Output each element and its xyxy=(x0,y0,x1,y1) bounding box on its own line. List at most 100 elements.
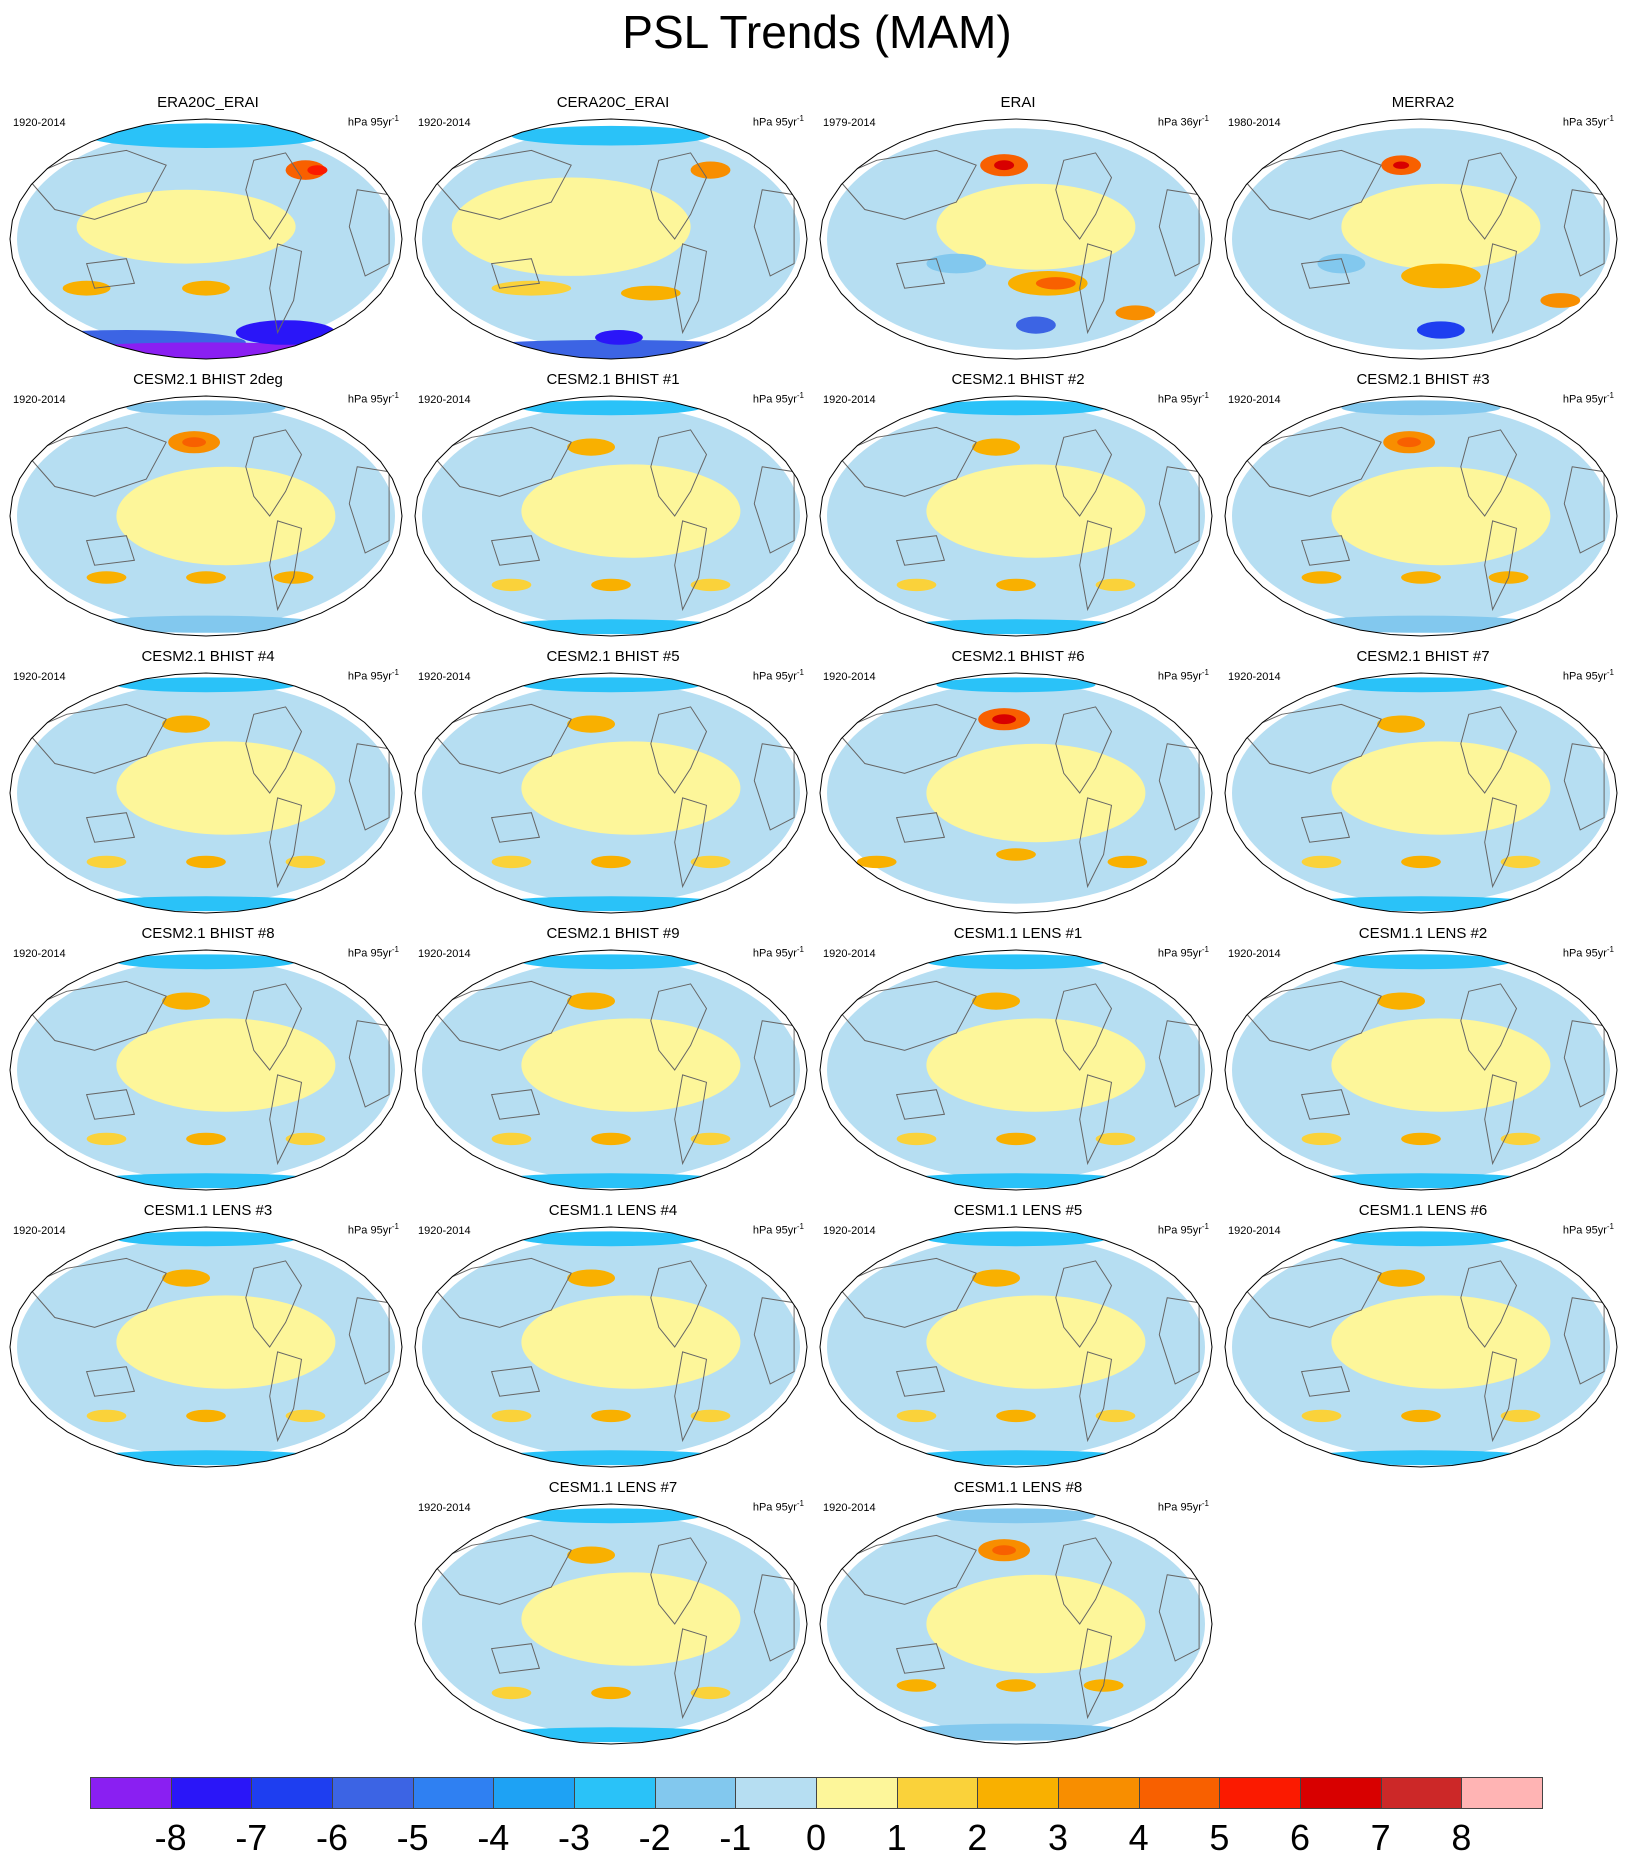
colorbar-box xyxy=(1461,1777,1543,1809)
trend-contour xyxy=(936,677,1096,693)
colorbar-box xyxy=(654,1777,737,1809)
continent-outline xyxy=(269,1074,303,1166)
trend-contour xyxy=(521,1572,741,1666)
trend-contour xyxy=(994,160,1015,171)
trend-contour xyxy=(996,578,1036,592)
trend-contour xyxy=(856,855,897,869)
map-plot xyxy=(819,118,1213,360)
trend-contour xyxy=(76,189,296,264)
panel-units-exponent: -1 xyxy=(391,668,399,677)
map-border xyxy=(9,118,403,360)
panel-title: CESM2.1 BHIST #1 xyxy=(546,371,680,388)
panel-years: 1920-2014 xyxy=(1228,671,1281,683)
panel-units-exponent: -1 xyxy=(1201,945,1209,954)
trend-contour xyxy=(1331,1018,1551,1112)
map-plot xyxy=(819,672,1213,914)
colorbar-label: 6 xyxy=(1289,1817,1311,1858)
trend-contour xyxy=(836,132,877,150)
trend-contour xyxy=(690,161,731,179)
continent-outline xyxy=(1563,743,1605,831)
continent-outline xyxy=(650,706,708,794)
panel-title: CESM1.1 LENS #6 xyxy=(1358,1202,1488,1219)
panel-units-text: hPa 95yr xyxy=(1157,1224,1202,1237)
panel-years: 1980-2014 xyxy=(1228,117,1281,129)
trend-contour xyxy=(186,571,226,584)
trend-contour xyxy=(896,578,937,592)
panel-years: 1920-2014 xyxy=(1228,948,1281,960)
map-panel: CERA20C_ERAI 1920-2014 hPa 95yr-1 xyxy=(410,94,816,360)
continent-outline xyxy=(1563,189,1605,277)
continent-outline xyxy=(1055,1537,1113,1625)
continent-outline xyxy=(1241,703,1382,774)
continent-outline xyxy=(269,1351,303,1443)
continent-outline xyxy=(245,983,303,1071)
continent-outline xyxy=(674,243,708,335)
map-panel: CESM2.1 BHIST #3 1920-2014 hPa 95yr-1 xyxy=(1220,371,1626,637)
continent-outline xyxy=(753,466,795,554)
trend-contour xyxy=(491,1173,731,1189)
trend-contour xyxy=(567,715,615,733)
continent-outline xyxy=(895,1366,946,1397)
trend-contour xyxy=(621,285,681,301)
map-plot xyxy=(9,1226,403,1468)
trend-contour xyxy=(567,992,615,1010)
continent-outline xyxy=(431,149,572,220)
trend-contour xyxy=(690,1132,731,1146)
continent-outline xyxy=(269,520,303,612)
trend-contour xyxy=(591,1132,631,1146)
map-plot xyxy=(1224,395,1618,637)
trend-contour xyxy=(116,677,296,693)
continent-outline xyxy=(1158,1574,1200,1662)
map-border xyxy=(819,1226,1213,1468)
trend-contour xyxy=(491,896,731,912)
trend-contour xyxy=(116,741,336,835)
panel-title: CERA20C_ERAI xyxy=(556,94,670,111)
map-border xyxy=(819,1503,1213,1745)
map-panel: CESM2.1 BHIST #6 1920-2014 hPa 95yr-1 xyxy=(815,648,1221,914)
continent-outline xyxy=(836,703,977,774)
panel-units-text: hPa 95yr xyxy=(752,393,797,406)
continent-outline xyxy=(85,535,136,566)
map-border xyxy=(819,395,1213,637)
colorbar-label: -5 xyxy=(396,1817,429,1858)
panel-years: 1920-2014 xyxy=(13,394,66,406)
panel-units-exponent: -1 xyxy=(796,668,804,677)
continent-outline xyxy=(348,466,390,554)
continent-outline xyxy=(753,1020,795,1108)
continent-outline xyxy=(1158,1297,1200,1385)
continent-outline xyxy=(85,1366,136,1397)
continent-outline xyxy=(1055,983,1113,1071)
colorbar-label: 4 xyxy=(1128,1817,1149,1858)
trend-contour xyxy=(1341,400,1501,416)
continent-outline xyxy=(348,189,390,277)
panel-units-text: hPa 95yr xyxy=(752,1501,797,1514)
trend-contour xyxy=(690,855,731,869)
panel-title: CESM1.1 LENS #8 xyxy=(953,1479,1083,1496)
panel-units-exponent: -1 xyxy=(1606,114,1614,123)
panel-title: CESM1.1 LENS #2 xyxy=(1358,925,1488,942)
map-panel: CESM1.1 LENS #4 1920-2014 hPa 95yr-1 xyxy=(410,1202,816,1468)
colorbar-label: -7 xyxy=(235,1817,268,1858)
trend-contour xyxy=(1417,321,1465,339)
trend-contour xyxy=(521,464,741,558)
map-panel: CESM2.1 BHIST #4 1920-2014 hPa 95yr-1 xyxy=(5,648,411,914)
colorbar-box xyxy=(735,1777,817,1809)
panel-units-exponent: -1 xyxy=(1201,114,1209,123)
map-border xyxy=(9,949,403,1191)
panel-title: CESM2.1 BHIST #6 xyxy=(951,648,1085,665)
trend-contour xyxy=(86,1409,127,1423)
continent-outline xyxy=(245,1260,303,1348)
continent-outline xyxy=(26,149,167,220)
panel-years: 1920-2014 xyxy=(1228,1225,1281,1237)
continent-outline xyxy=(1079,520,1113,612)
map-border xyxy=(1224,949,1618,1191)
panel-units-exponent: -1 xyxy=(796,945,804,954)
colorbar-label: 2 xyxy=(967,1817,988,1858)
map-plot xyxy=(1224,118,1618,360)
panel-units-exponent: -1 xyxy=(1606,668,1614,677)
panel-title: CESM2.1 BHIST #3 xyxy=(1356,371,1490,388)
map-border xyxy=(1224,672,1618,914)
panel-units: hPa 95yr-1 xyxy=(753,943,804,961)
colorbar-box xyxy=(493,1777,575,1809)
trend-contour xyxy=(567,438,615,456)
